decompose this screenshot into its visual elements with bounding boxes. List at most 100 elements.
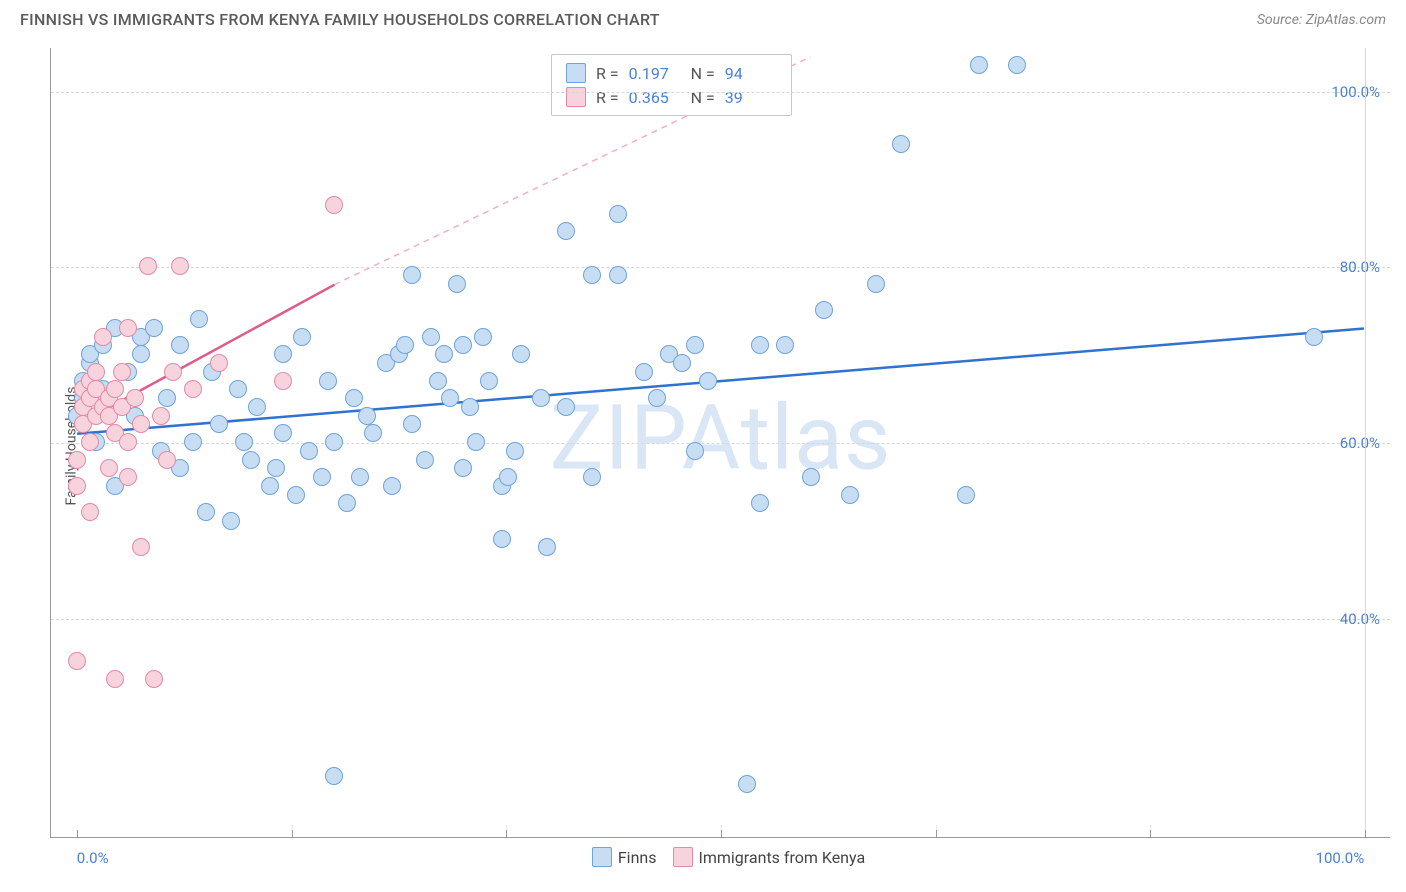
data-point — [815, 301, 833, 319]
data-point — [164, 363, 182, 381]
data-point — [338, 494, 356, 512]
data-point — [474, 328, 492, 346]
data-point — [1008, 56, 1026, 74]
data-point — [345, 389, 363, 407]
data-point — [184, 433, 202, 451]
gridline-v — [1365, 48, 1366, 837]
data-point — [358, 407, 376, 425]
data-point — [557, 398, 575, 416]
data-point — [441, 389, 459, 407]
data-point — [197, 503, 215, 521]
data-point — [583, 468, 601, 486]
data-point — [635, 363, 653, 381]
legend-swatch — [566, 63, 586, 83]
data-point — [325, 433, 343, 451]
data-point — [738, 775, 756, 793]
data-point — [287, 486, 305, 504]
data-point — [100, 459, 118, 477]
x-tick-label: 100.0% — [1316, 849, 1365, 867]
gridline-h — [51, 92, 1390, 93]
legend-row: R =0.197N =94 — [566, 61, 777, 85]
data-point — [383, 477, 401, 495]
data-point — [139, 257, 157, 275]
data-point — [480, 372, 498, 390]
data-point — [699, 372, 717, 390]
data-point — [609, 266, 627, 284]
data-point — [957, 486, 975, 504]
data-point — [158, 389, 176, 407]
data-point — [506, 442, 524, 460]
data-point — [293, 328, 311, 346]
data-point — [132, 538, 150, 556]
data-point — [248, 398, 266, 416]
data-point — [171, 257, 189, 275]
data-point — [802, 468, 820, 486]
data-point — [300, 442, 318, 460]
data-point — [454, 459, 472, 477]
data-point — [557, 222, 575, 240]
x-tick — [1150, 830, 1151, 838]
data-point — [229, 380, 247, 398]
data-point — [274, 372, 292, 390]
data-point — [68, 652, 86, 670]
data-point — [132, 345, 150, 363]
chart-header: FINNISH VS IMMIGRANTS FROM KENYA FAMILY … — [0, 0, 1406, 37]
chart-title: FINNISH VS IMMIGRANTS FROM KENYA FAMILY … — [20, 10, 660, 29]
r-value: 0.197 — [629, 64, 681, 83]
data-point — [467, 433, 485, 451]
source-name: ZipAtlas.com — [1306, 12, 1386, 28]
y-tick-label: 80.0% — [1340, 258, 1380, 276]
data-point — [751, 336, 769, 354]
legend-swatch — [566, 87, 586, 107]
x-tick — [721, 830, 722, 838]
data-point — [158, 451, 176, 469]
data-point — [119, 433, 137, 451]
chart-source: Source: ZipAtlas.com — [1257, 12, 1386, 28]
data-point — [68, 477, 86, 495]
y-tick-label: 60.0% — [1340, 434, 1380, 452]
data-point — [210, 415, 228, 433]
data-point — [81, 433, 99, 451]
data-point — [152, 407, 170, 425]
data-point — [126, 389, 144, 407]
r-label: R = — [596, 64, 619, 83]
data-point — [609, 205, 627, 223]
y-tick-label: 100.0% — [1331, 83, 1380, 101]
data-point — [351, 468, 369, 486]
data-point — [113, 363, 131, 381]
legend-label: Immigrants from Kenya — [699, 848, 866, 867]
data-point — [242, 451, 260, 469]
data-point — [512, 345, 530, 363]
gridline-h — [51, 619, 1390, 620]
source-prefix: Source: — [1257, 12, 1306, 28]
data-point — [184, 380, 202, 398]
data-point — [274, 424, 292, 442]
legend-swatch — [673, 847, 693, 867]
data-point — [493, 530, 511, 548]
n-value: 39 — [725, 88, 777, 107]
x-tick — [77, 830, 78, 838]
data-point — [403, 415, 421, 433]
data-point — [261, 477, 279, 495]
correlation-legend: R =0.197N =94R =0.365N =39 — [551, 54, 792, 116]
data-point — [313, 468, 331, 486]
data-point — [435, 345, 453, 363]
trend-line — [77, 329, 1364, 434]
data-point — [106, 380, 124, 398]
x-tick — [292, 830, 293, 838]
gridline-h — [51, 267, 1390, 268]
y-tick-label: 40.0% — [1340, 610, 1380, 628]
data-point — [171, 336, 189, 354]
data-point — [532, 389, 550, 407]
data-point — [970, 56, 988, 74]
legend-row: R =0.365N =39 — [566, 85, 777, 109]
series-legend: FinnsImmigrants from Kenya — [51, 847, 1390, 867]
data-point — [648, 389, 666, 407]
data-point — [145, 319, 163, 337]
data-point — [429, 372, 447, 390]
data-point — [461, 398, 479, 416]
data-point — [119, 468, 137, 486]
data-point — [325, 767, 343, 785]
n-label: N = — [691, 64, 715, 83]
data-point — [364, 424, 382, 442]
